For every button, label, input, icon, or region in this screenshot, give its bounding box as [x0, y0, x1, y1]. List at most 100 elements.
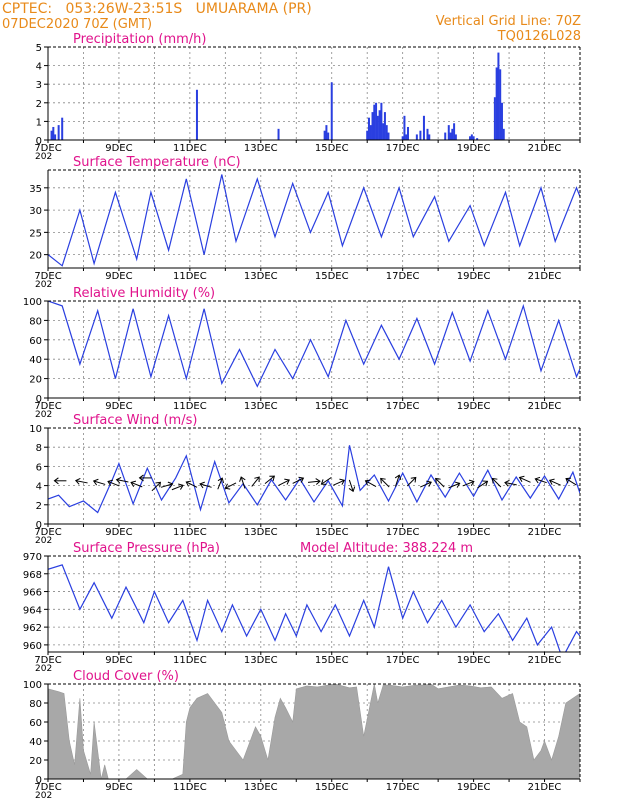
wind-wind-arrow-shaft — [504, 482, 517, 486]
cloud-xtick-label: 15DEC — [315, 782, 349, 793]
wind-wind-arrow — [92, 478, 106, 486]
precip-bar — [61, 117, 64, 140]
precip-bar — [373, 104, 376, 140]
wind-wind-arrow-shaft — [321, 477, 332, 485]
wind-wind-arrow-head — [178, 483, 184, 490]
wind-wind-arrow-shaft — [251, 476, 260, 487]
header-grid-note: Vertical Grid Line: 70Z — [436, 14, 581, 29]
precip-xtick-label: 19DEC — [457, 143, 491, 154]
wind-wind-arrow-head — [92, 478, 99, 486]
wind-wind-arrow-shaft — [217, 477, 223, 490]
temp-ytick-label: 20 — [29, 251, 42, 262]
precip-bar — [382, 123, 385, 140]
wind-wind-arrow-head — [284, 478, 290, 485]
wind-wind-arrow-shaft — [116, 479, 129, 483]
precip-bar — [493, 97, 496, 140]
wind-wind-arrow-shaft — [406, 477, 417, 487]
wind-wind-arrow — [307, 478, 321, 485]
cloud-ytick-label: 100 — [23, 680, 42, 691]
wind-wind-arrow — [171, 483, 184, 491]
wind-wind-arrow-shaft — [160, 483, 173, 488]
wind-wind-arrow-head — [380, 477, 386, 484]
wind-wind-arrow-shaft — [333, 479, 345, 486]
wind-wind-arrow-shaft — [107, 480, 120, 487]
panels: 7DEC 9DEC 11DEC 13DEC 15DEC 17DEC 19DEC 21DEC20… — [23, 32, 581, 800]
cloud-xtick-label: 19DEC — [457, 782, 491, 793]
precip-xtick-label: 11DEC — [173, 143, 207, 154]
header-location: CPTEC: 053:26W-23:51S UMUARAMA (PR) — [2, 1, 312, 17]
temp-xtick-label: 19DEC — [457, 271, 491, 282]
wind-wind-arrow-shaft — [535, 478, 547, 484]
precip-bar — [403, 115, 406, 140]
wind-wind-arrow-shaft — [348, 479, 354, 492]
precip-bar — [419, 130, 422, 140]
wind-ytick-label: 0 — [36, 520, 42, 531]
temp-xtick-label: 7DEC — [34, 271, 61, 282]
header-date: 07DEC2020 70Z (GMT) — [2, 17, 152, 32]
wind-wind-arrow-head — [217, 477, 225, 484]
precip-bar — [325, 125, 328, 140]
cloud-ytick-label: 0 — [36, 775, 42, 786]
wind-wind-arrow-head — [518, 475, 525, 483]
rh-ytick-label: 40 — [29, 355, 42, 366]
cloud-ytick-label: 40 — [29, 737, 42, 748]
wind-wind-arrow — [185, 480, 198, 488]
wind-wind-arrow — [565, 477, 577, 486]
precip-ytick-label: 2 — [36, 99, 42, 110]
precip-bar — [57, 125, 60, 140]
press-xtick-label: 21DEC — [528, 655, 562, 666]
press-xtick-label: 13DEC — [244, 655, 278, 666]
wind-wind-arrow — [518, 475, 531, 483]
precip-bar — [453, 123, 456, 140]
rh-xtick-label: 9DEC — [105, 401, 132, 412]
precip-bar — [401, 136, 404, 140]
precip-xtick-label: 15DEC — [315, 143, 349, 154]
wind-wind-arrow-head — [435, 477, 441, 484]
temp-xtick-label: 21DEC — [528, 271, 562, 282]
press-title: Surface Pressure (hPa) — [73, 541, 220, 556]
wind-wind-arrow-head — [394, 474, 402, 481]
wind-wind-arrow-shaft — [394, 474, 400, 487]
temp-title: Surface Temperature (nC) — [73, 155, 241, 170]
rh-xtick-label: 19DEC — [457, 401, 491, 412]
wind-wind-arrow-shaft — [492, 478, 502, 488]
wind-wind-arrow — [160, 481, 174, 489]
precip-xtick-label: 9DEC — [105, 143, 132, 154]
press-xtick-label: 7DEC — [34, 655, 61, 666]
wind-wind-arrow-shaft — [462, 480, 475, 487]
wind-wind-arrow-head — [239, 476, 246, 482]
wind-wind-arrow-shaft — [477, 480, 488, 489]
press-xtick-label: 9DEC — [105, 655, 132, 666]
precip-bar — [406, 126, 409, 140]
wind-wind-arrow — [138, 474, 152, 482]
precip-bar — [375, 102, 378, 140]
wind-wind-arrow — [130, 480, 143, 488]
precip-bar — [369, 125, 372, 140]
wind-wind-arrow-shaft — [380, 478, 390, 488]
precip-bar — [451, 128, 454, 140]
precip-bar — [380, 102, 383, 140]
precip-ytick-label: 0 — [36, 136, 42, 147]
wind-year-label: 202 — [35, 536, 52, 546]
rh-ytick-label: 100 — [23, 297, 42, 308]
precip-bar — [422, 115, 425, 140]
wind-wind-arrow-head — [315, 478, 321, 485]
wind-wind-arrow-head — [130, 480, 137, 487]
wind-plot-area — [48, 445, 580, 514]
wind-wind-arrow — [548, 478, 561, 486]
precip-panel: 7DEC 9DEC 11DEC 13DEC 15DEC 17DEC 19DEC 21DEC20… — [34, 32, 581, 162]
rh-ytick-label: 0 — [36, 394, 42, 405]
precip-bar — [447, 125, 450, 140]
cloud-ytick-label: 20 — [29, 756, 42, 767]
wind-wind-arrow — [534, 476, 547, 484]
wind-xtick-label: 21DEC — [528, 527, 562, 538]
rh-plot-area — [48, 301, 580, 388]
wind-wind-arrow-shaft — [264, 475, 275, 484]
cloud-xtick-label: 21DEC — [528, 782, 562, 793]
wind-wind-arrow-head — [53, 477, 59, 485]
precip-bar — [327, 132, 330, 140]
rh-xtick-label: 15DEC — [315, 401, 349, 412]
wind-wind-arrow-head — [185, 480, 192, 487]
wind-wind-arrow — [504, 479, 517, 487]
